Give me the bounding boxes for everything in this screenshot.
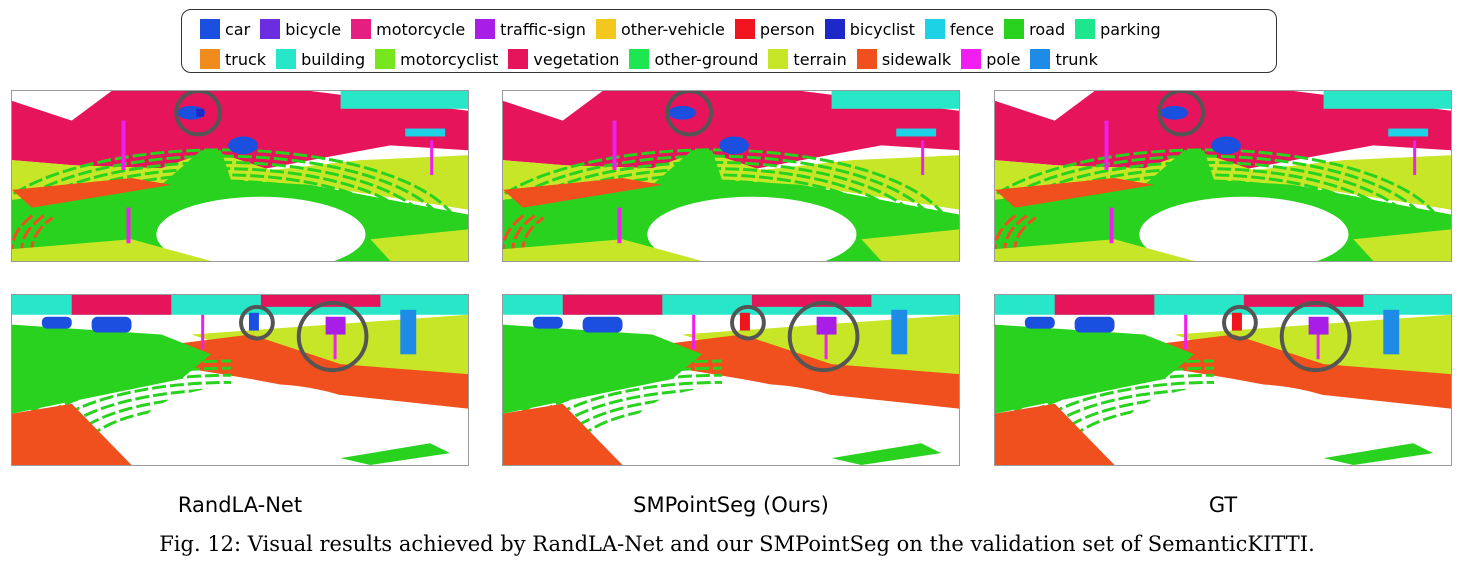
legend-item: other-vehicle [595,19,725,39]
legend-swatch [824,19,845,39]
point-cloud-scene [12,295,468,465]
legend-swatch [924,19,945,39]
legend-label: traffic-sign [500,19,586,39]
legend-item: vegetation [508,49,619,69]
legend-swatch [200,49,220,69]
legend-row: car bicycle motorcycle traffic-sign other-ve… [200,16,1161,42]
legend-swatch [595,19,616,39]
legend-swatch [260,19,281,39]
legend-item: motorcyclist [375,49,498,69]
scene1-smpointseg [502,90,960,262]
legend-label: terrain [793,49,847,69]
legend-swatch [1004,19,1025,39]
legend-label: person [759,19,815,39]
legend-label: bicycle [285,19,342,39]
legend-item: road [1004,19,1065,39]
scene1-ground-truth [994,90,1452,262]
legend-swatch [768,49,789,69]
legend-label: parking [1100,19,1161,39]
legend-swatch [276,49,297,69]
method-label-smpointseg: SMPointSeg (Ours) [633,493,829,517]
legend-swatch [475,19,496,39]
legend-swatch [629,49,650,69]
point-cloud-scene [995,295,1451,465]
legend-label: vegetation [533,49,620,69]
legend-item: truck [200,49,266,69]
scene1-randla-net [11,90,469,262]
legend-item: fence [924,19,995,39]
legend-swatch [200,19,220,39]
legend-swatch [856,49,877,69]
legend-swatch [375,49,396,69]
legend-item: other-ground [629,49,758,69]
legend-item: terrain [768,49,847,69]
legend-row: truck building motorcyclist vegetation other… [200,46,1098,72]
scene2-randla-net [11,294,469,466]
scene2-ground-truth [994,294,1452,466]
legend-label: car [225,19,251,39]
legend-item: bicyclist [824,19,915,39]
point-cloud-scene [503,91,959,261]
legend-item: car [200,19,250,39]
legend-swatch [508,49,529,69]
legend-label: bicyclist [849,19,915,39]
legend-label: motorcycle [376,19,466,39]
point-cloud-scene [12,91,468,261]
legend-label: road [1029,19,1066,39]
legend-label: truck [225,49,267,69]
legend-label: trunk [1055,49,1098,69]
method-label-gt: GT [1208,493,1238,517]
legend-label: sidewalk [881,49,952,69]
legend-swatch [1075,19,1096,39]
legend-label: building [301,49,366,69]
legend-label: fence [949,19,995,39]
legend-item: person [734,19,815,39]
legend-label: other-ground [654,49,759,69]
figure-caption: Fig. 12: Visual results achieved by Rand… [159,532,1315,556]
legend-item: parking [1075,19,1161,39]
legend-label: pole [986,49,1021,69]
scene2-smpointseg [502,294,960,466]
legend-swatch [734,19,755,39]
legend-item: bicycle [260,19,341,39]
legend-item: motorcycle [351,19,465,39]
legend-swatch [351,19,372,39]
method-label-randla-net: RandLA-Net [177,493,303,517]
legend-item: traffic-sign [475,19,586,39]
legend-item: building [276,49,365,69]
point-cloud-scene [995,91,1451,261]
legend-label: motorcyclist [400,49,499,69]
legend-swatch [961,49,982,69]
class-legend: car bicycle motorcycle traffic-sign other-ve… [181,9,1277,73]
legend-item: sidewalk [856,49,952,69]
legend-label: other-vehicle [620,19,725,39]
point-cloud-scene [503,295,959,465]
legend-item: pole [961,49,1020,69]
legend-swatch [1030,49,1051,69]
legend-item: trunk [1030,49,1098,69]
